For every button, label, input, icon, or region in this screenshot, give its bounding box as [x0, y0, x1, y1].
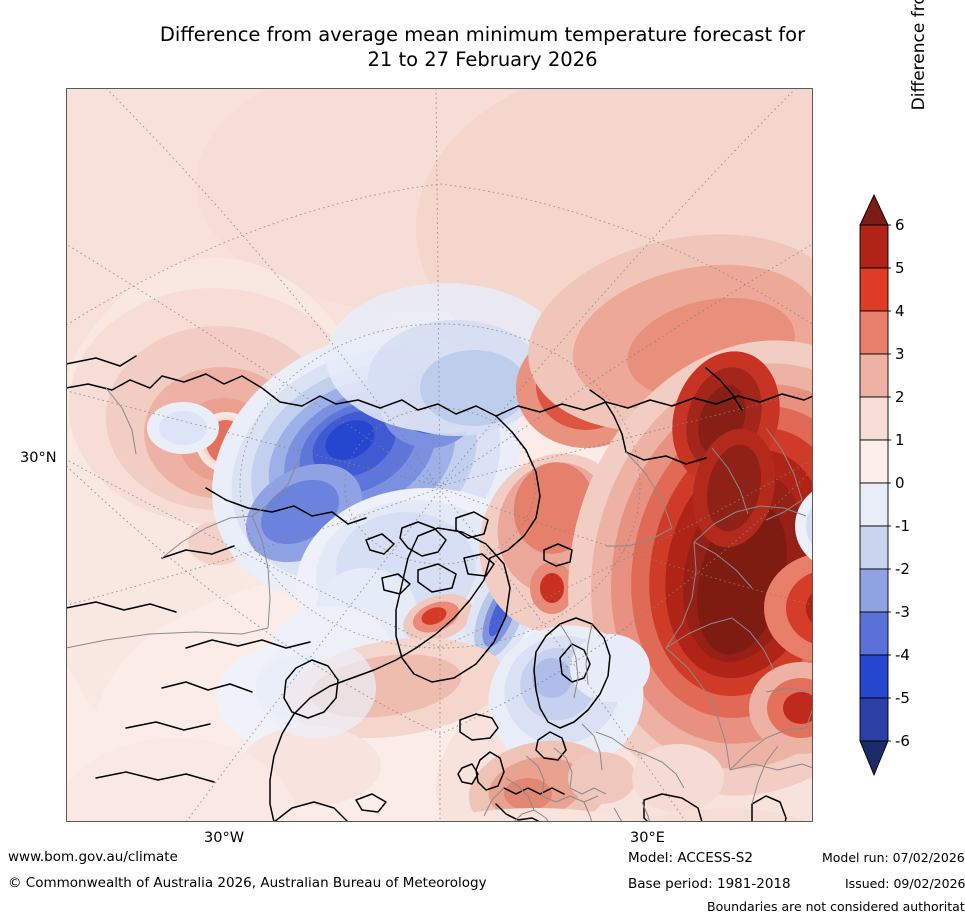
colorbar-tick-neg5: -5: [895, 689, 910, 707]
feature-mediterranean-warm: [428, 808, 810, 822]
country-borders: [66, 387, 813, 822]
axis-label-longitude-30e: 30°E: [630, 830, 665, 846]
colorbar-tick-2: 2: [895, 388, 905, 406]
title-line-1: Difference from average mean minimum tem…: [159, 23, 806, 46]
footer-issued: Issued: 09/02/2026: [845, 876, 965, 891]
colorbar-tick-neg6: -6: [895, 732, 910, 750]
feature-central-asia-warm: [749, 554, 813, 754]
graticule: [66, 88, 813, 822]
title-line-2: 21 to 27 February 2026: [367, 48, 598, 71]
map-frame-border: [66, 88, 813, 822]
colorbar-bands: [859, 193, 889, 777]
feature-bering-cool-patch: [147, 402, 219, 454]
map-layers: [66, 88, 813, 822]
graticule-30n: [66, 464, 813, 735]
colorbar-ticks: [888, 224, 891, 742]
feature-scandinavia-cool: [488, 625, 650, 771]
page-title: Difference from average mean minimum tem…: [0, 22, 965, 72]
map-canvas[interactable]: [66, 88, 813, 822]
colorbar-axis-label: Difference from average (°C): [901, 0, 937, 272]
colorbar-tick-neg3: -3: [895, 603, 910, 621]
colorbar-extend-max: [859, 193, 889, 226]
footer-base-period: Base period: 1981-2018: [628, 876, 791, 892]
colorbar-tick-0: 0: [895, 474, 905, 492]
axis-label-longitude-30w: 30°W: [204, 830, 245, 846]
axis-label-latitude-30n: 30°N: [20, 450, 57, 466]
colorbar-tick-1: 1: [895, 431, 905, 449]
colorbar-tick-3: 3: [895, 345, 905, 363]
coastlines: [66, 355, 813, 822]
feature-siberia-warm-core: [568, 340, 813, 796]
colorbar-tick-neg1: -1: [895, 517, 910, 535]
anomaly-map: [66, 88, 813, 822]
footer-copyright: © Commonwealth of Australia 2026, Austra…: [8, 875, 487, 891]
colorbar-graphic: [859, 193, 891, 777]
colorbar-tick-neg4: -4: [895, 646, 910, 664]
footer-url[interactable]: www.bom.gov.au/climate: [8, 849, 178, 865]
colorbar: [858, 190, 898, 780]
footer-model: Model: ACCESS-S2: [628, 850, 753, 866]
colorbar-tick-5: 5: [895, 259, 905, 277]
colorbar-extend-min: [859, 740, 889, 777]
feature-sw-corner: [66, 638, 376, 822]
colorbar-tick-6: 6: [895, 216, 905, 234]
feature-kara-cold-spot: [795, 491, 813, 561]
colorbar-tick-neg2: -2: [895, 560, 910, 578]
colorbar-tick-4: 4: [895, 302, 905, 320]
footer-boundaries-disclaimer: Boundaries are not considered authoritat…: [707, 899, 965, 914]
footer-model-run: Model run: 07/02/2026: [822, 850, 965, 865]
